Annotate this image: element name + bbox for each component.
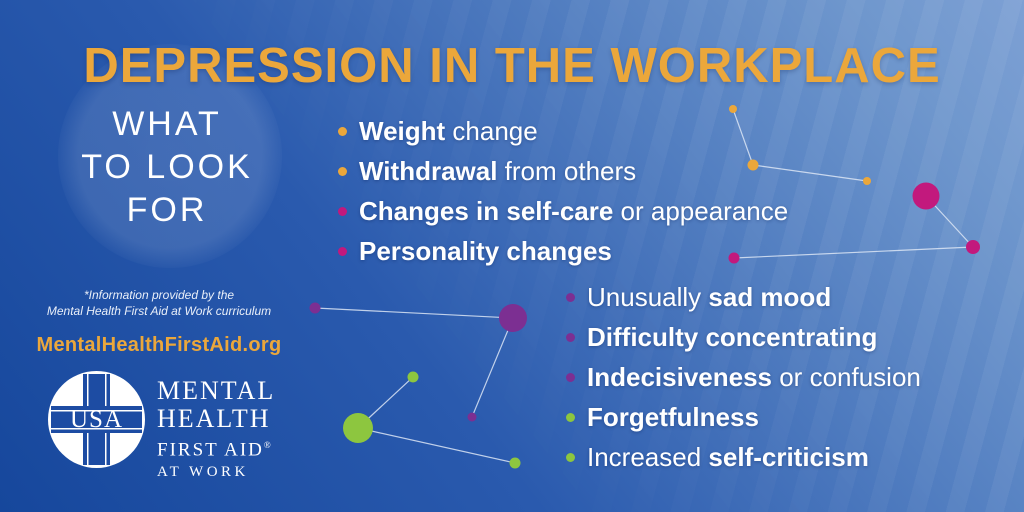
bullet-dot [566, 332, 575, 342]
list-item-text: Forgetfulness [587, 402, 759, 433]
bullet-dot [338, 206, 347, 216]
section-heading-line: FOR [126, 191, 208, 229]
list-item: Withdrawal from others [338, 151, 788, 191]
mhfa-logo: USA MENTAL HEALTH FIRST AID® AT WORK [48, 371, 298, 480]
bullet-dot [566, 412, 575, 422]
bullet-dot [338, 166, 347, 176]
list-item: Changes in self-care or appearance [338, 191, 788, 231]
footnote-line: *Information provided by the [83, 288, 235, 302]
list-item: Unusually sad mood [566, 277, 921, 317]
item-text-bold: Weight [359, 115, 446, 146]
list-item-text: Difficulty concentrating [587, 322, 877, 353]
list-item-text: Weight change [359, 116, 538, 147]
list-item-text: Increased self-criticism [587, 442, 869, 473]
item-text-bold: Difficulty concentrating [587, 321, 878, 352]
logo-line-at-work: AT WORK [157, 464, 249, 481]
list-item: Forgetfulness [566, 397, 921, 437]
logo-line-health: HEALTH [157, 404, 271, 433]
website-url: MentalHealthFirstAid.org [36, 334, 282, 356]
usa-cross-badge: USA [48, 371, 145, 468]
item-text-post: change [445, 115, 538, 146]
item-text-bold: Withdrawal [359, 155, 498, 186]
section-heading-line: TO LOOK [81, 148, 253, 186]
item-text-bold: Indecisiveness [587, 361, 772, 392]
item-text-bold: sad mood [708, 281, 832, 312]
footnote-block: *Information provided by the Mental Heal… [18, 287, 300, 357]
item-text-bold: Personality changes [359, 235, 612, 266]
list-item: Difficulty concentrating [566, 317, 921, 357]
page-title: DEPRESSION IN THE WORKPLACE [83, 39, 941, 93]
item-text-pre: Unusually [587, 281, 709, 312]
bullet-dot [566, 452, 575, 462]
item-text-pre: Increased [587, 441, 709, 472]
footnote: *Information provided by the Mental Heal… [18, 287, 300, 319]
symptom-list-cognitive: Unusually sad mood Difficulty concentrat… [566, 277, 921, 477]
item-text-post: from others [497, 155, 637, 186]
list-item: Weight change [338, 111, 788, 151]
item-text-post: or confusion [772, 361, 921, 392]
section-heading-line: WHAT [112, 105, 222, 143]
logo-first-aid-text: FIRST AID [157, 439, 264, 461]
bullet-dot [566, 372, 575, 382]
usa-badge-label: USA [69, 405, 123, 433]
bullet-dot [338, 246, 347, 256]
footnote-line: Mental Health First Aid at Work curricul… [46, 304, 272, 318]
section-heading: WHAT TO LOOK FOR [38, 103, 296, 232]
list-item-text: Unusually sad mood [587, 282, 831, 313]
list-item: Indecisiveness or confusion [566, 357, 921, 397]
item-text-bold: Changes in self-care [359, 195, 614, 226]
logo-line-first-aid: FIRST AID® [157, 433, 275, 462]
logo-wordmark: MENTAL HEALTH FIRST AID® AT WORK [157, 377, 275, 482]
cross-horizontal-bar [51, 406, 142, 433]
list-item: Personality changes [338, 231, 788, 271]
bullet-dot [566, 292, 575, 302]
logo-line-mental: MENTAL [157, 376, 276, 405]
item-text-post: or appearance [613, 195, 789, 226]
registered-mark: ® [263, 440, 273, 450]
symptom-list-behavioral: Weight change Withdrawal from others Cha… [338, 111, 788, 271]
list-item-text: Withdrawal from others [359, 156, 636, 187]
list-item-text: Indecisiveness or confusion [587, 362, 921, 393]
bullet-dot [338, 126, 347, 136]
list-item: Increased self-criticism [566, 437, 921, 477]
item-text-bold: self-criticism [708, 441, 869, 472]
item-text-bold: Forgetfulness [587, 401, 759, 432]
list-item-text: Personality changes [359, 236, 612, 267]
list-item-text: Changes in self-care or appearance [359, 196, 788, 227]
